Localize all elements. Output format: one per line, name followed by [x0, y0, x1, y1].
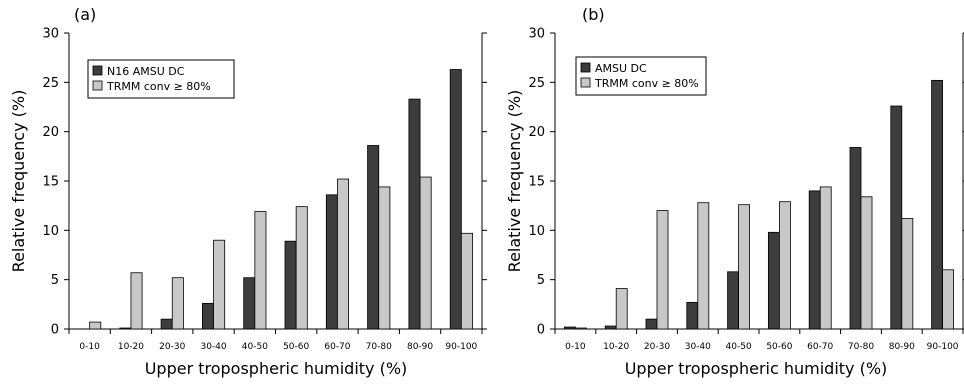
bar: [130, 272, 143, 330]
bar: [686, 301, 699, 330]
bar: [697, 202, 710, 330]
x-axis-label: Upper tropospheric humidity (%): [625, 359, 888, 378]
bar: [378, 186, 391, 330]
y-tick-label: 30: [42, 27, 59, 42]
legend-entry: TRMM conv ≥ 80%: [594, 77, 699, 90]
x-tick-label: 20-30: [644, 342, 670, 352]
y-tick-label: 20: [528, 125, 545, 140]
x-tick-label: 50-60: [766, 342, 792, 352]
legend-swatch: [92, 65, 103, 76]
bar: [563, 326, 576, 330]
bar: [449, 69, 462, 330]
bar: [931, 79, 943, 330]
bar: [295, 206, 308, 330]
bar: [860, 196, 873, 330]
x-tick-label: 70-80: [848, 342, 874, 352]
bar: [819, 186, 832, 330]
bar: [738, 204, 751, 330]
bar: [656, 210, 669, 330]
x-tick-label: 80-90: [407, 342, 433, 352]
legend-entry: TRMM conv ≥ 80%: [106, 80, 211, 93]
bar: [213, 239, 226, 330]
x-tick-label: 90-100: [445, 342, 477, 352]
y-tick-label: 25: [42, 76, 59, 91]
bar: [901, 218, 914, 330]
legend-entry: AMSU DC: [595, 62, 647, 75]
legend-box: [87, 59, 235, 99]
legend-swatch: [92, 80, 103, 91]
bar: [604, 325, 617, 330]
bar: [419, 176, 432, 330]
x-tick-label: 30-40: [200, 342, 226, 352]
chart-panel-1: (b) 0 5 10 15 20 25 30 0-10 10-20 20-30 30-40 40-50 5…: [505, 5, 964, 378]
y-tick-label: 15: [528, 175, 545, 190]
panel-label: (b): [582, 5, 605, 24]
x-tick-label: 30-40: [685, 342, 711, 352]
bar: [767, 231, 780, 330]
y-tick-label: 30: [528, 27, 545, 42]
legend-entry: N16 AMSU DC: [107, 65, 185, 78]
bar: [337, 178, 350, 330]
bar: [201, 302, 214, 330]
x-tick-label: 10-20: [603, 342, 629, 352]
y-tick-label: 25: [528, 76, 545, 91]
x-tick-label: 40-50: [726, 342, 752, 352]
bar: [808, 190, 821, 330]
x-tick-label: 70-80: [366, 342, 392, 352]
x-tick-label: 50-60: [283, 342, 309, 352]
x-tick-label: 40-50: [242, 342, 268, 352]
bar: [89, 321, 102, 330]
x-tick-label: 0-10: [565, 342, 586, 352]
bar: [575, 327, 587, 330]
y-tick-label: 0: [537, 323, 545, 338]
x-tick-label: 60-70: [324, 342, 350, 352]
bar: [325, 194, 338, 330]
bar: [645, 318, 658, 330]
bar: [779, 201, 791, 330]
bar: [171, 277, 184, 330]
x-tick-label: 20-30: [159, 342, 185, 352]
y-tick-label: 5: [51, 273, 59, 288]
y-axis-label: Relative frequency (%): [505, 90, 524, 273]
chart-panel-0: (a) 0 5 10 15 20 25 30 0-10 10-20 20-30 30-40 40-50 5…: [9, 5, 487, 378]
y-tick-label: 15: [42, 175, 59, 190]
bar: [119, 327, 132, 330]
bar: [243, 277, 256, 330]
y-tick-label: 5: [537, 273, 545, 288]
x-axis-label: Upper tropospheric humidity (%): [145, 359, 408, 378]
bar: [408, 98, 421, 330]
x-tick-label: 0-10: [79, 342, 100, 352]
bar: [254, 211, 267, 330]
panel-label: (a): [74, 5, 96, 24]
bar: [460, 232, 473, 330]
x-tick-label: 10-20: [118, 342, 144, 352]
x-tick-label: 80-90: [889, 342, 915, 352]
bar: [367, 145, 380, 330]
legend-box: [575, 56, 707, 96]
y-tick-label: 10: [42, 224, 59, 239]
legend-swatch: [580, 62, 591, 73]
x-tick-label: 60-70: [807, 342, 833, 352]
x-tick-label: 90-100: [927, 342, 959, 352]
bar: [160, 318, 173, 330]
bar: [942, 269, 955, 330]
bar: [727, 271, 739, 330]
y-tick-label: 20: [42, 125, 59, 140]
bar: [849, 147, 862, 330]
y-tick-label: 0: [51, 323, 59, 338]
bar: [890, 105, 903, 330]
y-tick-label: 10: [528, 224, 545, 239]
bar: [284, 240, 297, 330]
y-axis-label: Relative frequency (%): [9, 90, 28, 273]
legend-swatch: [580, 77, 591, 88]
bar: [615, 288, 628, 330]
